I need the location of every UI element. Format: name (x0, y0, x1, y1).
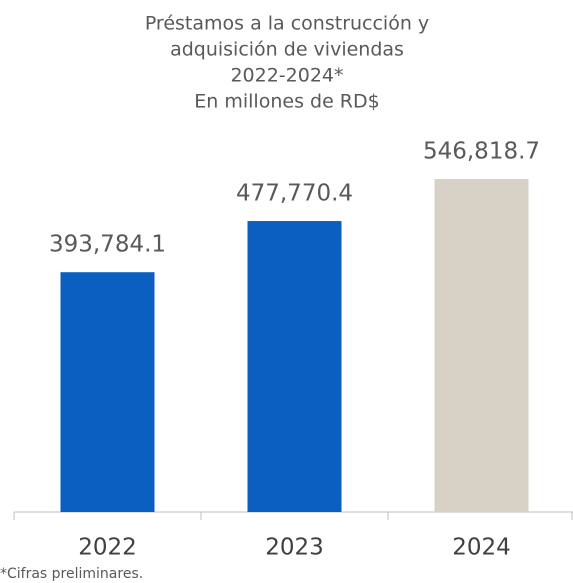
chart-title: 2022-2024* (230, 65, 343, 87)
chart-title: Préstamos a la construcción y (145, 13, 429, 35)
value-label: 393,784.1 (49, 232, 166, 258)
value-label: 546,818.7 (423, 139, 540, 165)
footnote: *Cifras preliminares. (0, 566, 143, 582)
x-tick-label: 2024 (452, 535, 511, 561)
chart-title: En millones de RD$ (194, 91, 379, 113)
bar (247, 221, 342, 512)
bar (434, 179, 529, 512)
chart-title: adquisición de viviendas (170, 39, 404, 61)
bar (60, 272, 155, 512)
x-tick-label: 2023 (265, 535, 324, 561)
x-tick-label: 2022 (78, 535, 137, 561)
value-label: 477,770.4 (236, 181, 353, 207)
